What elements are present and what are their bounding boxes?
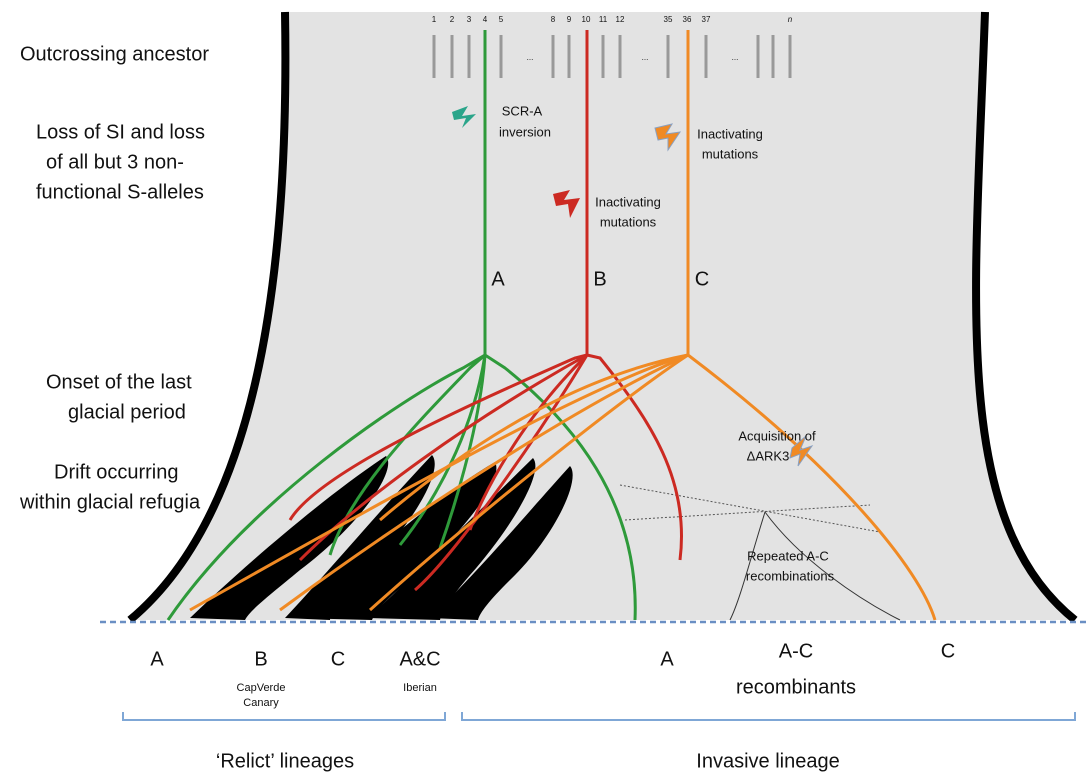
annotation: Inactivating — [697, 126, 763, 141]
group-label: Invasive lineage — [696, 750, 839, 772]
bottom-label: B — [254, 648, 267, 670]
stage-label: of all but 3 non- — [46, 151, 184, 173]
stage-label: Onset of the last — [46, 371, 192, 393]
stage-label: functional S-alleles — [36, 181, 204, 203]
ellipsis: ... — [732, 53, 739, 62]
bottom-sublabel: Canary — [243, 697, 279, 709]
allele-number: 2 — [450, 15, 455, 24]
stage-label: within glacial refugia — [19, 491, 201, 513]
allele-number: 3 — [467, 15, 472, 24]
bottom-sublabel: CapVerde — [237, 682, 286, 694]
annotation: Repeated A-C — [747, 548, 829, 563]
annotation: ΔARK3 — [747, 448, 790, 463]
recombination-lines — [619, 484, 901, 621]
funnel-left-wall — [127, 11, 290, 624]
allele-number: 37 — [702, 15, 711, 24]
group-label: ‘Relict’ lineages — [216, 750, 354, 772]
allele-b-lineage — [288, 30, 683, 592]
stage-label: Outcrossing ancestor — [20, 43, 209, 65]
allele-number: 9 — [567, 15, 572, 24]
stage-label: Drift occurring — [54, 461, 178, 483]
bottom-label: recombinants — [736, 676, 856, 698]
allele-a-lineage — [166, 30, 637, 621]
lineage-letter: B — [593, 268, 606, 290]
allele-bars — [432, 35, 792, 78]
bottom-label: A — [660, 648, 674, 670]
lineage-letter: A — [491, 268, 505, 290]
stage-labels: Outcrossing ancestor Loss of SI and loss… — [19, 43, 209, 513]
funnel-right-wall — [972, 11, 1078, 624]
allele-number: 35 — [664, 15, 673, 24]
lineage-letter: C — [695, 268, 709, 290]
allele-number: 11 — [599, 15, 608, 24]
annotation: inversion — [499, 124, 551, 139]
allele-number: 1 — [432, 15, 437, 24]
bottom-label: C — [331, 648, 345, 670]
ellipsis: ... — [642, 53, 649, 62]
annotation: Acquisition of — [738, 428, 816, 443]
annotation: mutations — [702, 146, 759, 161]
allele-number: 5 — [499, 15, 504, 24]
annotation: mutations — [600, 214, 657, 229]
bottom-labels: A B C A&C CapVerde Canary Iberian A A-C … — [150, 640, 955, 709]
annotations: SCR-A inversion Inactivating mutations I… — [499, 103, 835, 583]
bottom-label: A&C — [399, 648, 440, 670]
group-brackets — [122, 712, 1076, 721]
bottom-label: A — [150, 648, 164, 670]
lineage-letters: A B C — [491, 268, 709, 290]
funnel-fill — [130, 12, 1075, 620]
allele-number: 4 — [483, 15, 488, 24]
allele-number: 12 — [616, 15, 625, 24]
allele-numbers: 1 2 3 4 5 8 9 10 11 12 35 36 37 n ... ..… — [432, 15, 793, 62]
annotation: Inactivating — [595, 194, 661, 209]
bottom-label: C — [941, 640, 955, 662]
mutation-icons — [452, 106, 814, 467]
allele-number: 36 — [683, 15, 692, 24]
allele-number: 10 — [582, 15, 591, 24]
bottom-label: A-C — [779, 640, 813, 662]
stage-label: glacial period — [68, 401, 186, 423]
annotation: SCR-A — [502, 103, 543, 118]
bottom-sublabel: Iberian — [403, 682, 437, 694]
annotation: recombinations — [746, 568, 835, 583]
allele-c-lineage — [189, 30, 937, 621]
allele-number: 8 — [551, 15, 556, 24]
group-labels: ‘Relict’ lineages Invasive lineage — [216, 750, 840, 772]
stage-label: Loss of SI and loss — [36, 121, 205, 143]
ellipsis: ... — [527, 53, 534, 62]
allele-number: n — [788, 15, 793, 24]
